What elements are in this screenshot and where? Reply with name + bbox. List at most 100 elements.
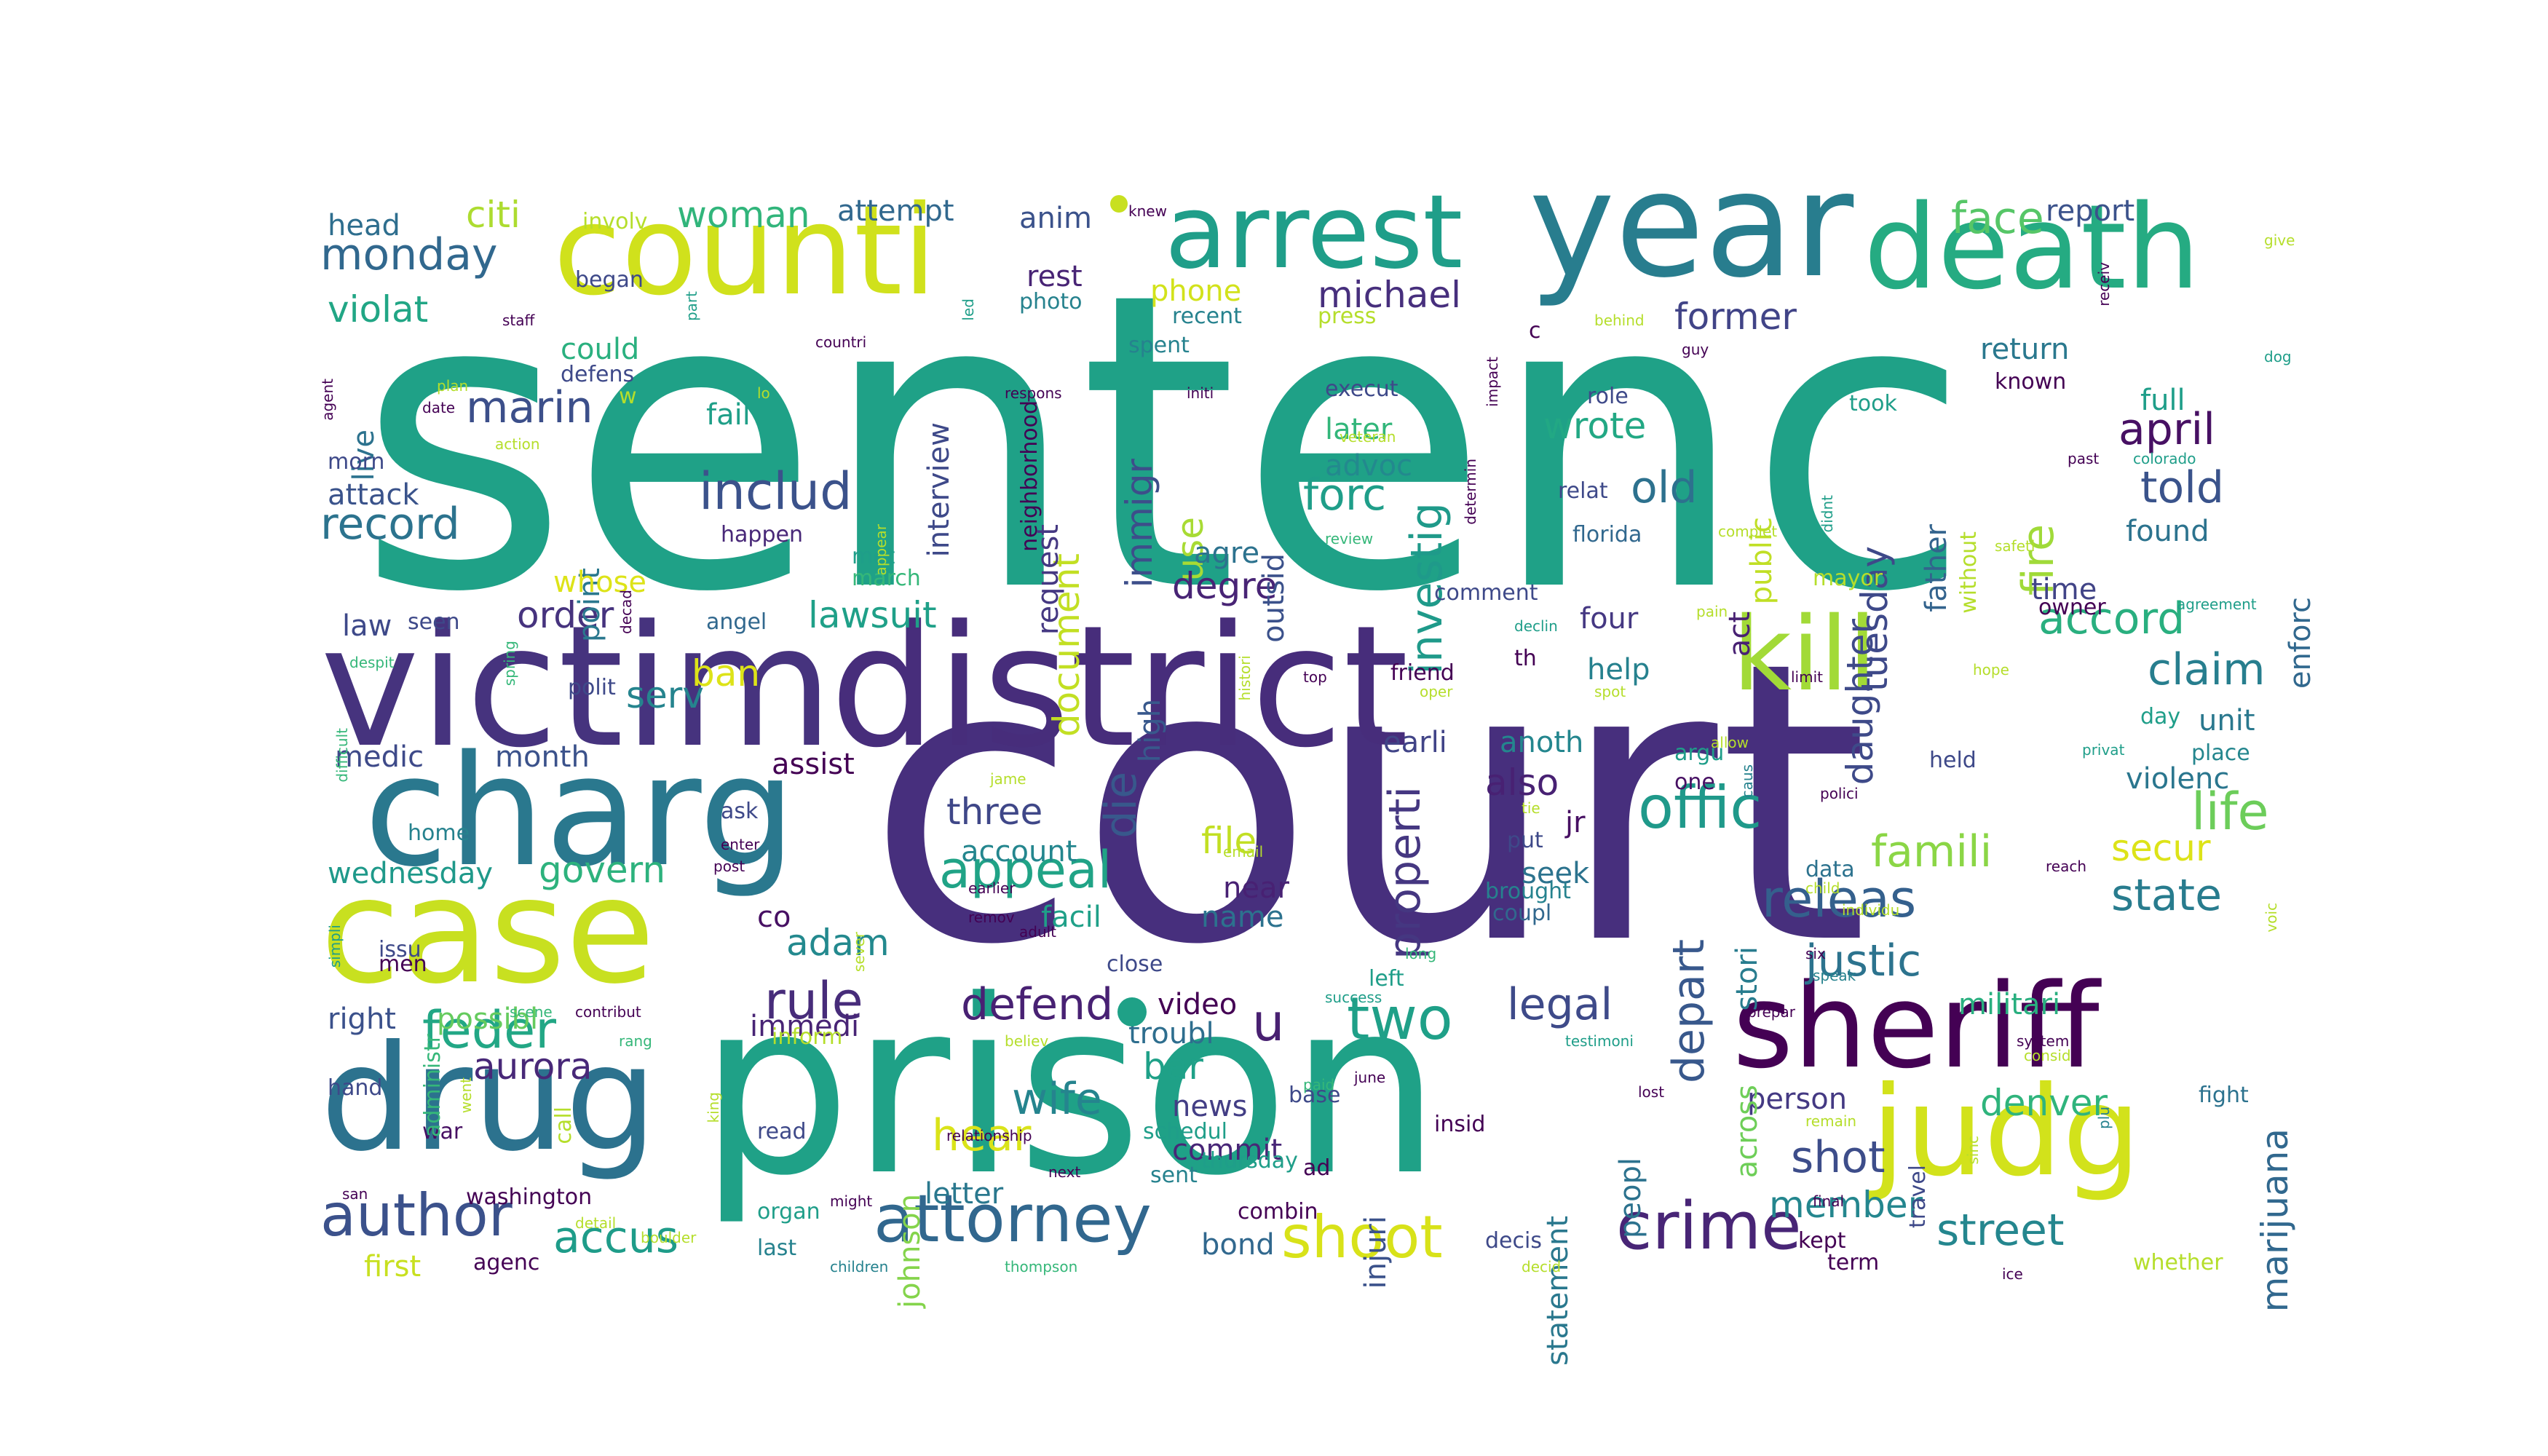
word-serv: serv xyxy=(626,674,704,716)
word-earli: earli xyxy=(1383,726,1447,759)
word-head: head xyxy=(328,209,400,242)
word-execut: execut xyxy=(1325,376,1398,402)
word-polici: polici xyxy=(1820,785,1859,802)
word-administr: administr xyxy=(420,1034,446,1138)
word-interview: interview xyxy=(922,422,956,558)
word-seen: seen xyxy=(408,609,460,635)
word-paid: paid xyxy=(1303,1076,1335,1093)
word-veteran: veteran xyxy=(1340,428,1396,446)
word-hear: hear xyxy=(932,1110,1032,1161)
word-decad: decad xyxy=(617,590,635,634)
word-march: march xyxy=(852,566,921,591)
word-order: order xyxy=(517,594,614,636)
word-took: took xyxy=(1849,391,1897,416)
word-adam: adam xyxy=(786,922,890,964)
word-email: email xyxy=(1223,843,1264,860)
word-famili: famili xyxy=(1871,826,1993,877)
word-individu: individu xyxy=(1842,901,1900,919)
word-wife: wife xyxy=(1012,1074,1102,1125)
word-kill: kill xyxy=(1733,596,1877,714)
word-charg: charg xyxy=(364,722,796,901)
word-tie: tie xyxy=(1522,799,1540,817)
word-seek: seek xyxy=(1522,857,1590,890)
word-place: place xyxy=(2191,740,2250,766)
word-behind: behind xyxy=(1594,312,1645,329)
word-year: year xyxy=(1529,141,1854,310)
word-countri: countri xyxy=(815,333,867,351)
word-co: co xyxy=(757,901,791,934)
word-th: th xyxy=(1514,646,1537,671)
word-went: went xyxy=(457,1077,475,1114)
word-give: give xyxy=(2264,232,2295,249)
word-rest: rest xyxy=(1026,260,1083,293)
word-wrote: wrote xyxy=(1543,405,1647,447)
word-properti: properti xyxy=(1380,786,1431,960)
word-report: report xyxy=(2046,194,2135,228)
word-ask: ask xyxy=(721,799,759,824)
word-member: member xyxy=(1769,1184,1923,1226)
word-boulder: boulder xyxy=(641,1229,697,1246)
word-statement: statement xyxy=(1541,1216,1575,1366)
word-part: part xyxy=(683,291,700,322)
word-prison: prison xyxy=(699,949,1441,1228)
word-ad: ad xyxy=(1303,1155,1331,1181)
word-spent: spent xyxy=(1128,333,1190,358)
word-neighborhood: neighborhood xyxy=(1017,400,1042,552)
word-action: action xyxy=(495,435,540,453)
word-photo: photo xyxy=(1019,289,1083,314)
word-citi: citi xyxy=(466,194,521,236)
word-unit: unit xyxy=(2199,704,2255,737)
word-justic: justic xyxy=(1805,935,1922,986)
word-insid: insid xyxy=(1434,1112,1486,1137)
word-post: post xyxy=(713,858,745,875)
dot-mark xyxy=(1110,195,1128,213)
word-govern: govern xyxy=(539,849,666,891)
word-month: month xyxy=(495,740,590,774)
word-known: known xyxy=(1995,369,2067,395)
word-forc: forc xyxy=(1303,470,1387,521)
word-shot: shot xyxy=(1791,1132,1886,1183)
word-final: final xyxy=(1813,1192,1845,1210)
word-advoc: advoc xyxy=(1325,449,1413,483)
word-accord: accord xyxy=(2038,593,2185,644)
word-held: held xyxy=(1929,748,1977,773)
word-jr: jr xyxy=(1565,806,1586,839)
dot-mark xyxy=(1117,997,1147,1026)
word-put: put xyxy=(1507,828,1543,853)
word-immigr: immigr xyxy=(1118,459,1160,588)
word-sever: sever xyxy=(850,932,868,973)
word-case: case xyxy=(320,847,655,1016)
word-contribut: contribut xyxy=(575,1003,641,1021)
word-mayor: mayor xyxy=(1813,566,1883,591)
word-children: children xyxy=(830,1258,889,1275)
word-difficult: difficult xyxy=(333,728,351,783)
word-might: might xyxy=(830,1192,873,1210)
word-told: told xyxy=(2140,462,2224,513)
word-men: men xyxy=(379,951,427,977)
word-name: name xyxy=(1201,901,1284,934)
word-fight: fight xyxy=(2199,1083,2249,1108)
word-violat: violat xyxy=(328,288,429,331)
word-staff: staff xyxy=(502,312,535,329)
word-review: review xyxy=(1325,530,1374,547)
word-four: four xyxy=(1580,602,1639,636)
word-impact: impact xyxy=(1484,357,1501,407)
word-relationship: relationship xyxy=(946,1127,1032,1144)
word-spot: spot xyxy=(1594,683,1626,700)
word-father: father xyxy=(1920,524,1953,612)
word-three: three xyxy=(946,791,1043,833)
word-six: six xyxy=(1805,945,1826,962)
word-state: state xyxy=(2111,870,2222,921)
word-washington: washington xyxy=(466,1184,593,1210)
word-led: led xyxy=(960,298,977,321)
word-adult: adult xyxy=(1019,923,1057,941)
word-video: video xyxy=(1158,988,1238,1021)
word-knew: knew xyxy=(1128,202,1167,220)
word-consid: consid xyxy=(2024,1047,2071,1064)
word-detail: detail xyxy=(575,1214,617,1232)
word-letter: letter xyxy=(925,1177,1004,1211)
word-counti: counti xyxy=(553,179,937,323)
word-return: return xyxy=(1980,333,2070,366)
word-april: april xyxy=(2118,404,2215,455)
word-drug: drug xyxy=(320,1014,657,1184)
